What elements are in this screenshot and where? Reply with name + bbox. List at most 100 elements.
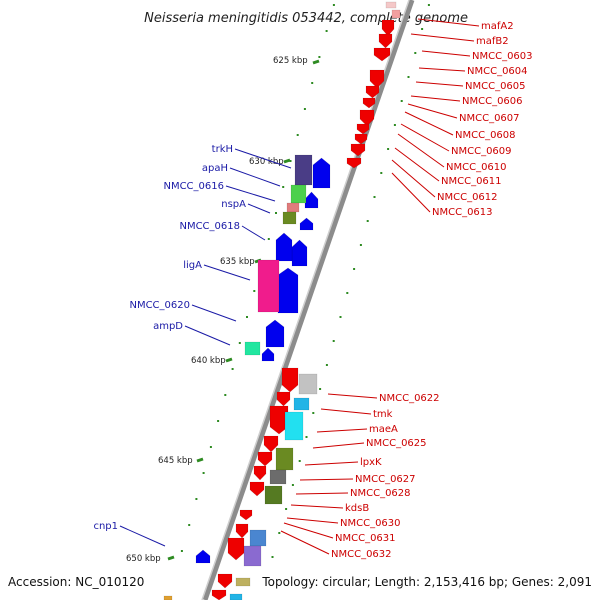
reverse-gene-arrow: [373, 47, 391, 62]
reverse-label-leader: [280, 530, 330, 555]
reverse-gene-arrow: [369, 69, 385, 89]
reverse-gene-arrow: [239, 509, 253, 521]
gene-feature-box: [385, 1, 397, 9]
gene-feature-box: [235, 577, 251, 587]
forward-gene-arrow: [291, 239, 308, 267]
forward-gene-arrow: [275, 232, 293, 262]
gene-feature-box: [163, 595, 173, 600]
reverse-gene-label: maeA: [369, 424, 398, 435]
reverse-gene-label: NMCC_0608: [455, 130, 516, 141]
kbp-tick-label: 645 kbp: [158, 456, 193, 466]
reverse-label-leader: [417, 18, 480, 27]
reverse-gene-label: mafA2: [481, 21, 514, 32]
gene-feature-box: [391, 9, 401, 19]
reverse-gene-label: NMCC_0611: [441, 176, 502, 187]
reverse-gene-label: NMCC_0632: [331, 549, 392, 560]
forward-gene-label: apaH: [202, 163, 228, 174]
gene-feature-box: [298, 373, 318, 395]
reverse-label-leader: [404, 111, 454, 136]
forward-gene-label: nspA: [221, 199, 246, 210]
reverse-label-leader: [421, 50, 471, 57]
gene-feature-box: [244, 341, 261, 356]
reverse-gene-arrow: [359, 109, 375, 127]
reverse-gene-label: NMCC_0622: [379, 393, 440, 404]
reverse-gene-arrow: [227, 537, 245, 561]
gene-features: [163, 1, 401, 600]
gene-feature-box: [275, 447, 294, 471]
forward-gene-label: trkH: [212, 144, 233, 155]
reverse-label-leader: [295, 492, 349, 495]
reverse-gene-arrow: [235, 523, 249, 539]
reverse-label-leader: [391, 172, 431, 213]
reverse-gene-arrow: [217, 573, 233, 589]
reverse-label-leader: [410, 95, 461, 102]
reverse-label-leader: [299, 478, 354, 481]
gene-labels: trkH apaH NMCC_0616 nspA NMCC_0618 ligA NMCC_0…: [93, 18, 533, 560]
kbp-tick-label: 625 kbp: [273, 56, 308, 66]
reverse-gene-label: mafB2: [476, 36, 509, 47]
reverse-label-leader: [327, 393, 378, 399]
gene-feature-box: [249, 529, 267, 547]
forward-label-leader: [234, 148, 292, 169]
forward-gene-arrow: [195, 549, 211, 564]
reverse-gene-arrow: [350, 143, 366, 157]
reverse-gene-arrow: [381, 19, 395, 37]
gene-feature-box: [264, 485, 283, 505]
reverse-gene-label: NMCC_0603: [472, 51, 533, 62]
reverse-gene-label: NMCC_0628: [350, 488, 411, 499]
kbp-tick-label: 630 kbp: [249, 157, 284, 167]
forward-gene-label: NMCC_0620: [129, 300, 190, 311]
reverse-label-leader: [394, 147, 440, 182]
reverse-gene-label: NMCC_0630: [340, 518, 401, 529]
forward-gene-label: ligA: [183, 260, 202, 271]
forward-label-leader: [203, 264, 251, 281]
reverse-label-leader: [286, 517, 339, 524]
kbp-tick-mark: [312, 59, 320, 65]
forward-gene-arrow: [312, 157, 331, 189]
reverse-gene-arrow: [354, 133, 368, 145]
forward-gene-arrow: [265, 319, 285, 348]
reverse-gene-arrow: [346, 157, 362, 169]
reverse-gene-arrow: [356, 123, 370, 135]
forward-label-leader: [225, 185, 276, 202]
reverse-label-leader: [304, 461, 359, 466]
gene-feature-box: [269, 469, 287, 485]
reverse-label-leader: [283, 522, 334, 539]
accession-text: Accession: NC_010120: [8, 575, 144, 589]
reverse-gene-arrow: [249, 481, 265, 497]
forward-gene-label: ampD: [153, 321, 183, 332]
reverse-label-leader: [312, 442, 365, 449]
gene-feature-box: [293, 397, 310, 411]
reverse-gene-arrow: [378, 33, 393, 49]
forward-gene-label: cnp1: [93, 521, 118, 532]
kbp-tick-mark: [283, 158, 291, 164]
gene-feature-box: [290, 184, 307, 204]
kbp-tick-label: 635 kbp: [220, 257, 255, 267]
gene-feature-box: [229, 593, 243, 600]
reverse-label-leader: [320, 408, 372, 415]
reverse-gene-label: NMCC_0605: [465, 81, 526, 92]
kbp-tick-mark: [196, 457, 204, 463]
gene-feature-box: [282, 211, 297, 225]
map-title: Neisseria meningitidis 053442, complete …: [144, 11, 468, 26]
kbp-tick-label: 640 kbp: [191, 356, 226, 366]
reverse-gene-arrow: [257, 451, 273, 467]
reverse-label-leader: [407, 103, 458, 119]
reverse-gene-arrow: [362, 97, 376, 109]
reverse-gene-label: NMCC_0609: [451, 146, 512, 157]
reverse-gene-label: NMCC_0625: [366, 438, 427, 449]
reverse-gene-arrow: [253, 465, 267, 481]
reverse-gene-label: NMCC_0612: [437, 192, 498, 203]
reverse-gene-label: NMCC_0606: [462, 96, 523, 107]
reverse-gene-label: NMCC_0610: [446, 162, 507, 173]
reverse-gene-label: NMCC_0631: [335, 533, 396, 544]
reverse-gene-arrow: [281, 367, 299, 393]
reverse-gene-label: NMCC_0613: [432, 207, 493, 218]
reverse-label-leader: [397, 133, 445, 168]
genome-backbone: [202, 0, 415, 600]
reverse-gene-arrow: [263, 435, 279, 453]
reverse-label-leader: [391, 159, 436, 198]
kbp-tick-mark: [225, 357, 233, 363]
forward-label-leader: [247, 203, 271, 214]
